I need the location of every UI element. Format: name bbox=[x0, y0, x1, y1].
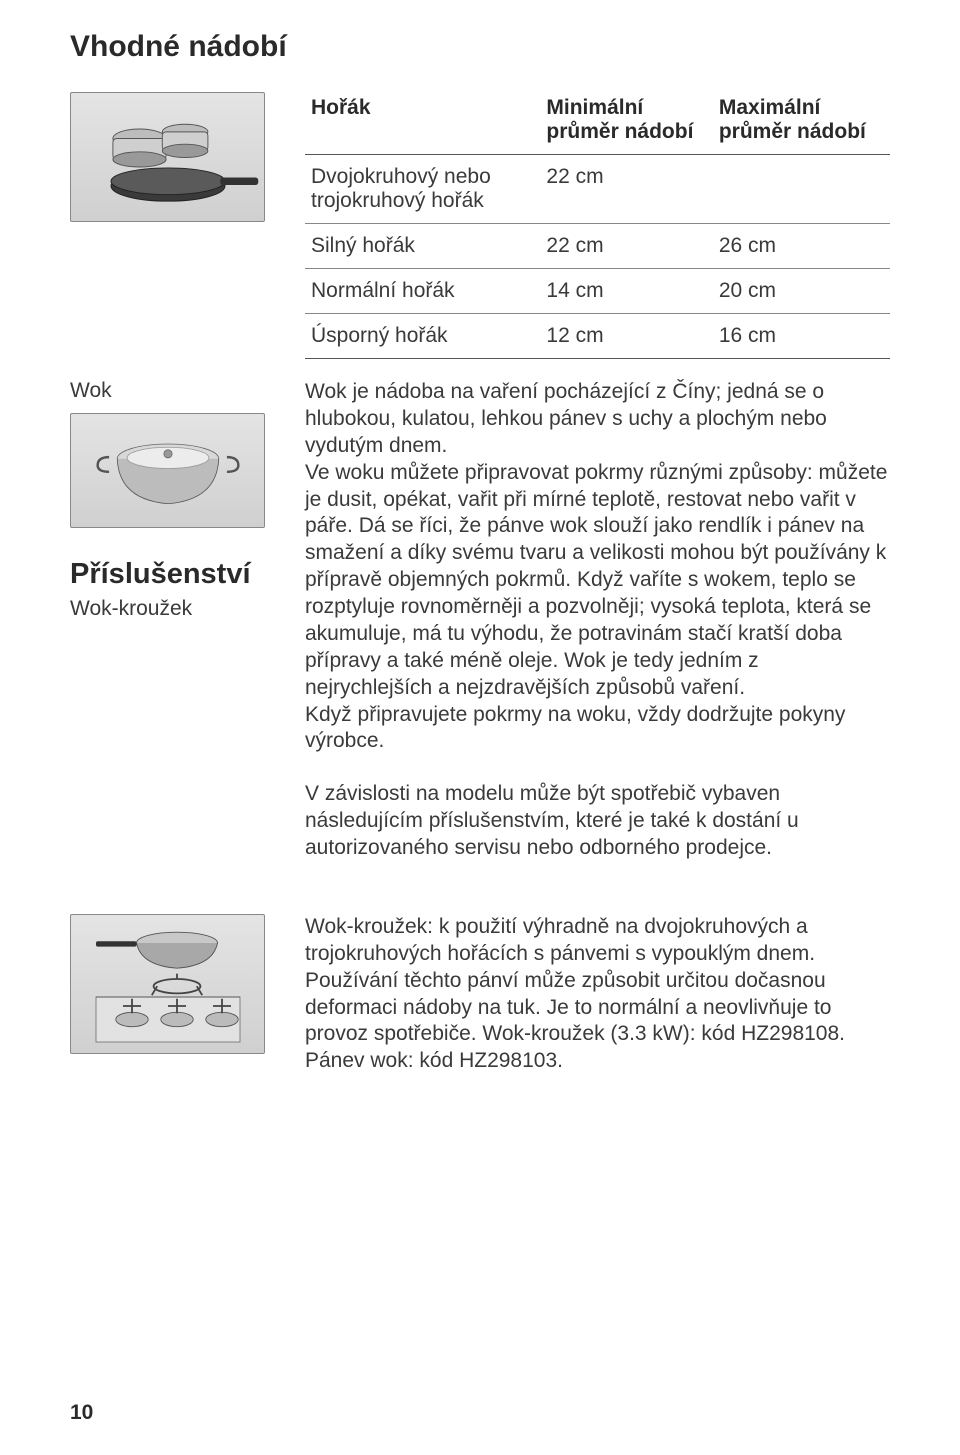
burner-table: Hořák Minimální průměr nádobí Maximální … bbox=[305, 92, 890, 359]
wok-ring-label: Wok-kroužek bbox=[70, 597, 280, 621]
table-row: Dvojokruhový nebo trojokruhový hořák 22 … bbox=[305, 155, 890, 224]
table-row: Normální hořák 14 cm 20 cm bbox=[305, 269, 890, 314]
cell-burner: Normální hořák bbox=[305, 269, 540, 314]
cell-max: 20 cm bbox=[713, 269, 890, 314]
cell-min: 22 cm bbox=[540, 224, 712, 269]
wok-label: Wok bbox=[70, 379, 280, 403]
wok-description: Wok je nádoba na vaření pocházející z Čí… bbox=[305, 379, 890, 755]
col-header-max: Maximální průměr nádobí bbox=[713, 92, 890, 155]
col-header-min: Minimální průměr nádobí bbox=[540, 92, 712, 155]
cell-max bbox=[713, 155, 890, 224]
page-title: Vhodné nádobí bbox=[70, 30, 890, 64]
cell-burner: Dvojokruhový nebo trojokruhový hořák bbox=[305, 155, 540, 224]
wok-ring-description: Wok-kroužek: k použití výhradně na dvojo… bbox=[305, 914, 890, 1075]
pots-pan-icon bbox=[70, 92, 265, 222]
table-row: Silný hořák 22 cm 26 cm bbox=[305, 224, 890, 269]
table-row: Úsporný hořák 12 cm 16 cm bbox=[305, 314, 890, 359]
top-section: Hořák Minimální průměr nádobí Maximální … bbox=[70, 92, 890, 359]
cell-min: 22 cm bbox=[540, 155, 712, 224]
cell-burner: Silný hořák bbox=[305, 224, 540, 269]
wok-ring-section: Wok-kroužek: k použití výhradně na dvojo… bbox=[70, 914, 890, 1075]
cell-min: 12 cm bbox=[540, 314, 712, 359]
pots-illustration-box bbox=[70, 92, 280, 359]
cell-min: 14 cm bbox=[540, 269, 712, 314]
cell-burner: Úsporný hořák bbox=[305, 314, 540, 359]
accessories-description: V závislosti na modelu může být spotřebi… bbox=[305, 781, 890, 862]
page-number: 10 bbox=[70, 1401, 93, 1425]
wok-ring-icon bbox=[70, 914, 265, 1054]
wok-section: Wok Příslušenství Wok-kroužek Wok je nád… bbox=[70, 379, 890, 862]
col-header-burner: Hořák bbox=[305, 92, 540, 155]
cell-max: 26 cm bbox=[713, 224, 890, 269]
wok-icon bbox=[70, 413, 265, 528]
cell-max: 16 cm bbox=[713, 314, 890, 359]
accessories-heading: Příslušenství bbox=[70, 558, 280, 591]
